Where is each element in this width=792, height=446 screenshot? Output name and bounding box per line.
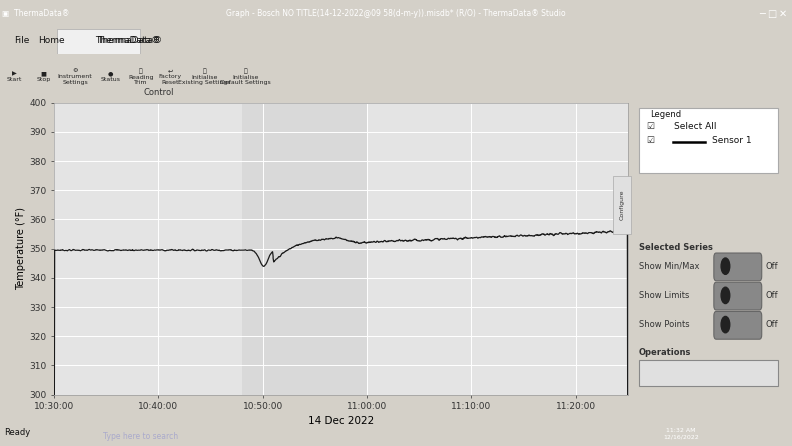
Bar [639,108,778,173]
Text: 📋
Initialise
Existing Settings: 📋 Initialise Existing Settings [178,68,230,85]
FancyBboxPatch shape [714,282,762,310]
Bar [613,176,631,234]
Text: ThermaData®: ThermaData® [97,36,162,45]
Text: ☑: ☑ [647,136,655,145]
Text: ThermaData®: ThermaData® [95,36,160,45]
Circle shape [721,316,729,333]
FancyBboxPatch shape [639,359,778,386]
Text: Show Limits: Show Limits [639,291,689,300]
Text: ⚙
Instrument
Settings: ⚙ Instrument Settings [58,68,93,85]
Text: 📖
Reading
Trim: 📖 Reading Trim [128,68,154,85]
Bar [57,29,140,54]
Text: Show Points: Show Points [639,320,690,329]
Bar [242,103,367,395]
X-axis label: 14 Dec 2022: 14 Dec 2022 [308,416,374,425]
Text: ▣  ThermaData®: ▣ ThermaData® [2,9,69,18]
Text: Ready: Ready [4,428,30,437]
Text: File: File [14,36,29,45]
Text: Legend: Legend [649,110,681,119]
Text: Off: Off [766,262,779,271]
Text: Home: Home [38,36,65,45]
Text: ●
Status: ● Status [101,71,121,82]
Text: ■
Stop: ■ Stop [36,71,51,82]
Text: Type here to search: Type here to search [103,432,178,441]
Text: 11:32 AM
12/16/2022: 11:32 AM 12/16/2022 [663,429,699,439]
Text: ▶
Start: ▶ Start [6,71,22,82]
Text: 📋
Initialise
Default Settings: 📋 Initialise Default Settings [220,68,271,85]
Circle shape [721,258,729,274]
Text: Off: Off [766,320,779,329]
Text: Manual Zoom...: Manual Zoom... [676,368,741,377]
Text: □: □ [767,9,776,19]
Text: Configure: Configure [619,190,624,220]
FancyBboxPatch shape [714,253,762,281]
Text: Off: Off [766,291,779,300]
FancyBboxPatch shape [714,311,762,339]
Text: ─: ─ [759,9,765,19]
Text: ↩
Factory
Reset: ↩ Factory Reset [158,68,182,85]
Text: Select All: Select All [675,122,717,131]
Text: ✕: ✕ [779,9,786,19]
Text: Operations: Operations [639,348,691,357]
Text: Show Min/Max: Show Min/Max [639,262,699,271]
Circle shape [721,287,729,304]
Text: ☑: ☑ [647,122,655,131]
Y-axis label: Temperature (°F): Temperature (°F) [16,207,26,290]
Text: Graph - Bosch NO TITLE(14-12-2022@09 58(d-m-y)).misdb* (R/O) - ThermaData® Studi: Graph - Bosch NO TITLE(14-12-2022@09 58(… [227,9,565,18]
Text: Selected Series: Selected Series [639,243,713,252]
Text: Control: Control [143,88,173,97]
Text: Sensor 1: Sensor 1 [711,136,751,145]
